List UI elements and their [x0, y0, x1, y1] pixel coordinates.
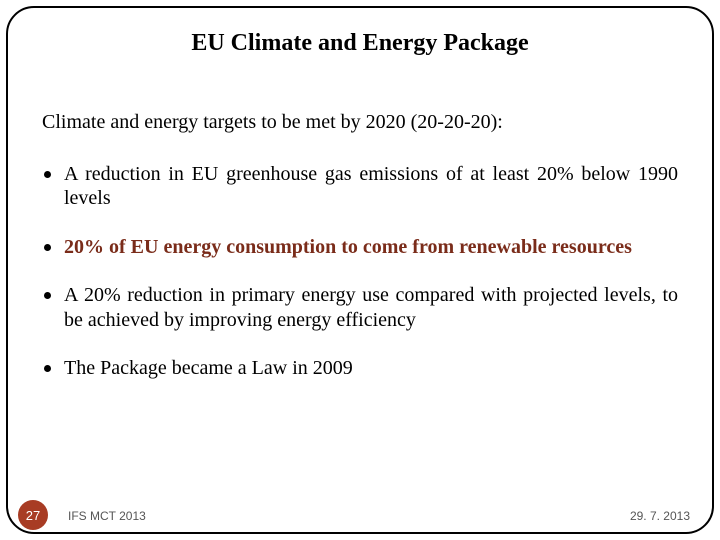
- bullet-item: The Package became a Law in 2009: [42, 356, 678, 380]
- bullet-text: A 20% reduction in primary energy use co…: [64, 284, 678, 330]
- slide-frame: EU Climate and Energy Package Climate an…: [6, 6, 714, 534]
- bullet-item: 20% of EU energy consumption to come fro…: [42, 235, 678, 259]
- slide-footer: 27 IFS MCT 2013 29. 7. 2013: [0, 496, 720, 530]
- page-number-badge: 27: [18, 500, 48, 530]
- bullet-text: The Package became a Law in 2009: [64, 357, 353, 379]
- footer-left-text: IFS MCT 2013: [68, 509, 146, 523]
- footer-date: 29. 7. 2013: [630, 509, 690, 523]
- bullet-text: 20% of EU energy consumption to come fro…: [64, 236, 632, 258]
- bullet-item: A 20% reduction in primary energy use co…: [42, 283, 678, 332]
- intro-text: Climate and energy targets to be met by …: [38, 111, 682, 134]
- bullet-item: A reduction in EU greenhouse gas emissio…: [42, 162, 678, 211]
- bullet-list: A reduction in EU greenhouse gas emissio…: [38, 162, 682, 380]
- bullet-text: A reduction in EU greenhouse gas emissio…: [64, 163, 678, 209]
- slide-title: EU Climate and Energy Package: [38, 30, 682, 57]
